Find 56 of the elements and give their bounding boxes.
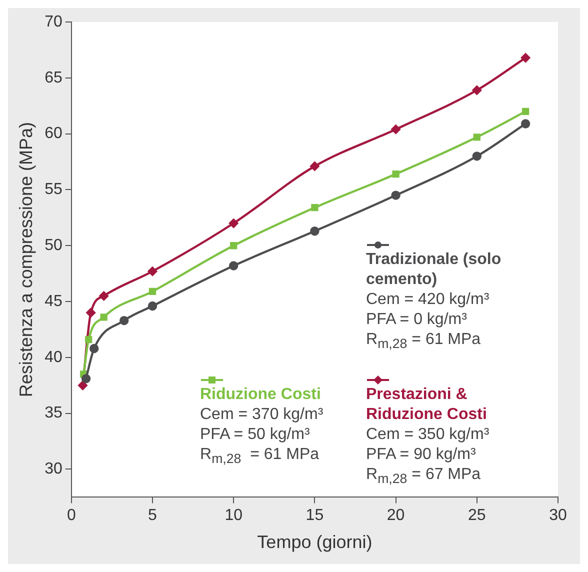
y-tick-label: 45 xyxy=(44,292,62,310)
point xyxy=(148,266,158,276)
annotation: Cem = 370 kg/m³ xyxy=(200,405,324,425)
y-tick-label: 60 xyxy=(44,125,62,142)
point xyxy=(78,380,88,390)
y-tick-label: 40 xyxy=(44,348,62,366)
x-tick-label: 25 xyxy=(468,507,486,524)
annotation: PFA = 90 kg/m³ xyxy=(366,445,477,465)
annotation: Cem = 350 kg/m³ xyxy=(366,425,490,445)
y-tick-label: 35 xyxy=(44,404,62,422)
point xyxy=(86,308,96,318)
point xyxy=(99,291,108,301)
y-tick-label: 50 xyxy=(44,237,62,254)
y-tick-label: 70 xyxy=(44,13,62,30)
x-tick-label: 15 xyxy=(306,507,324,524)
x-tick-label: 30 xyxy=(549,507,567,524)
x-tick-label: 20 xyxy=(386,507,405,524)
point xyxy=(473,134,480,141)
x-axis-title: Tempo (giorni) xyxy=(257,532,372,552)
annotation: R$_{m,28}$ = 67 MPa xyxy=(366,465,482,488)
point xyxy=(311,204,318,212)
legend-label: Tradizionale (solo cemento) xyxy=(366,250,502,290)
annotation: R$_{m,28}$ = 61 MPa xyxy=(200,445,320,468)
y-axis-title: Resistenza a compressione (MPa) xyxy=(16,122,36,398)
annotation: R$_{m,28}$ = 61 MPa xyxy=(366,330,482,354)
point xyxy=(85,336,92,344)
point xyxy=(120,316,129,326)
point xyxy=(148,288,156,296)
point xyxy=(100,314,108,321)
point xyxy=(472,152,482,161)
x-tick-label: 5 xyxy=(148,507,158,524)
point xyxy=(391,190,400,200)
annotation: PFA = 0 kg/m³ xyxy=(366,310,468,330)
point xyxy=(229,218,238,228)
point xyxy=(81,374,91,384)
point xyxy=(310,226,320,236)
point xyxy=(520,53,530,62)
y-tick-label: 30 xyxy=(44,460,62,478)
point xyxy=(522,108,530,116)
point xyxy=(148,301,158,311)
y-tick-label: 65 xyxy=(44,69,62,86)
y-tick-label: 55 xyxy=(44,181,62,198)
point xyxy=(391,124,400,134)
point xyxy=(230,242,238,250)
point xyxy=(392,170,400,178)
x-tick-label: 10 xyxy=(224,507,243,524)
legend-label: Prestazioni & Riduzione Costi xyxy=(366,385,488,425)
legend-label: Riduzione Costi xyxy=(200,385,322,405)
point xyxy=(90,344,99,354)
point xyxy=(229,261,238,270)
annotation: PFA = 50 kg/m³ xyxy=(200,425,311,445)
x-tick-label: 0 xyxy=(66,507,76,524)
point xyxy=(310,162,320,171)
point xyxy=(472,86,482,95)
point xyxy=(520,119,530,128)
annotation: Cem = 420 kg/m³ xyxy=(366,290,490,310)
